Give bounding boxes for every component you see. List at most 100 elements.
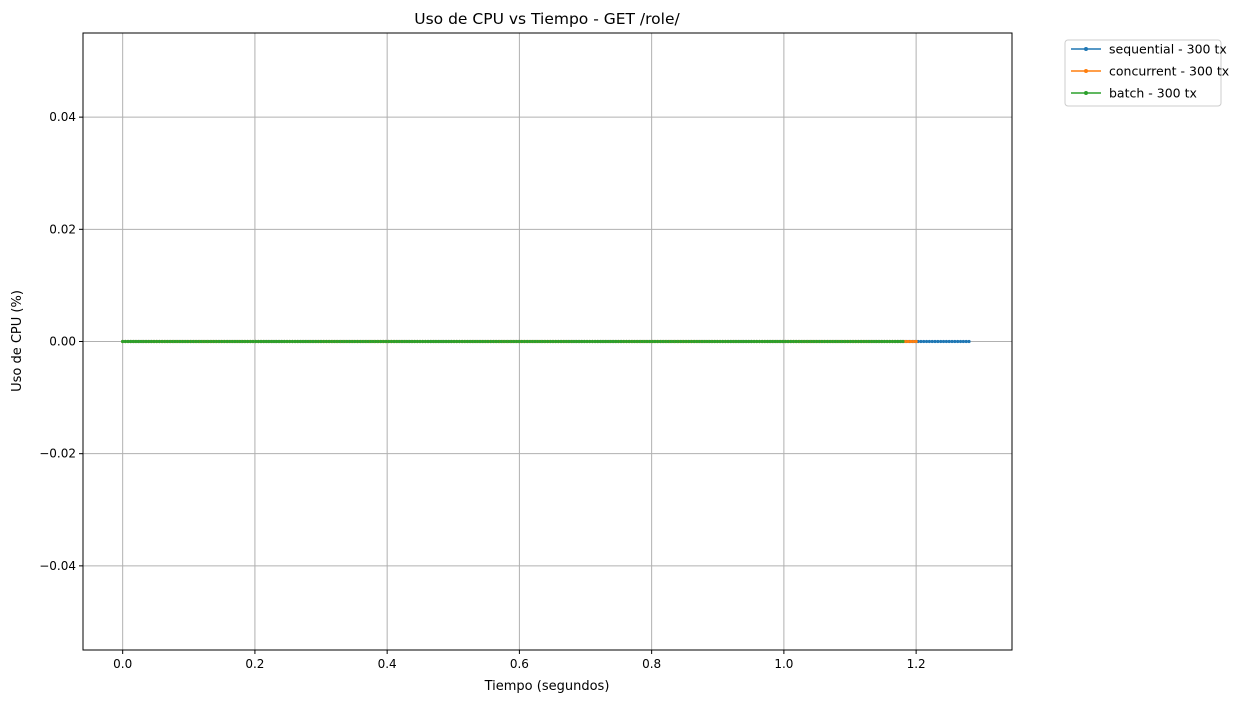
data-point <box>958 339 963 344</box>
data-point <box>648 339 652 344</box>
x-axis-label: Tiempo (segundos) <box>484 679 610 694</box>
data-point <box>400 339 404 344</box>
data-point <box>522 339 527 344</box>
data-point <box>718 339 722 344</box>
data-point <box>382 339 386 344</box>
data-point <box>812 339 816 344</box>
data-point <box>374 339 378 344</box>
data-point <box>444 339 448 344</box>
x-tick-label: 0.0 <box>113 657 132 671</box>
data-point <box>319 339 323 344</box>
data-point <box>457 339 461 344</box>
data-point <box>230 339 234 344</box>
data-point <box>736 339 741 344</box>
data-point <box>936 339 940 344</box>
data-point <box>256 339 260 344</box>
data-point <box>269 339 274 344</box>
data-point <box>194 339 198 344</box>
data-point <box>233 339 237 344</box>
data-point <box>781 339 785 344</box>
data-point <box>864 339 868 344</box>
data-point <box>624 339 628 344</box>
data-point <box>248 339 253 344</box>
data-point <box>760 339 764 344</box>
data-point <box>228 339 232 344</box>
data-point <box>327 339 331 344</box>
data-point <box>658 339 662 344</box>
data-point <box>893 339 897 344</box>
x-tick-label: 0.6 <box>510 657 529 671</box>
legend-marker <box>1084 69 1088 73</box>
data-point <box>653 339 657 344</box>
data-point <box>515 339 519 344</box>
data-point <box>883 339 887 344</box>
data-point <box>867 339 871 344</box>
data-point <box>933 339 937 344</box>
data-point <box>267 339 271 344</box>
data-point <box>650 339 654 344</box>
data-point <box>311 339 315 344</box>
data-point <box>295 339 300 344</box>
data-point <box>402 339 407 344</box>
data-point <box>742 339 746 344</box>
data-point <box>481 339 485 344</box>
data-point <box>622 339 626 344</box>
data-point <box>885 339 889 344</box>
data-point <box>329 339 334 344</box>
data-point <box>136 339 140 344</box>
data-point <box>316 339 320 344</box>
data-point <box>324 339 328 344</box>
data-point <box>807 339 811 344</box>
data-point <box>944 339 948 344</box>
data-point <box>964 339 968 344</box>
data-point <box>606 339 610 344</box>
data-point <box>436 339 441 344</box>
data-point <box>301 339 305 344</box>
data-point <box>546 339 550 344</box>
data-point <box>896 339 900 344</box>
data-point <box>838 339 842 344</box>
data-point <box>139 339 143 344</box>
data-point <box>475 339 480 344</box>
data-point <box>225 339 229 344</box>
data-point <box>695 339 699 344</box>
data-point <box>507 339 511 344</box>
y-tick-label: 0.00 <box>49 335 76 349</box>
data-point <box>188 339 193 344</box>
data-point <box>656 339 660 344</box>
data-point <box>418 339 422 344</box>
data-point <box>489 339 493 344</box>
data-point <box>415 339 420 344</box>
data-point <box>551 339 555 344</box>
data-point <box>689 339 694 344</box>
data-point <box>460 339 464 344</box>
data-point <box>486 339 490 344</box>
data-point <box>272 339 276 344</box>
x-tick-label: 1.0 <box>774 657 793 671</box>
series-layer <box>121 339 971 344</box>
series-batch <box>121 339 905 344</box>
data-point <box>123 339 127 344</box>
x-tick-label: 0.2 <box>245 657 264 671</box>
data-point <box>729 339 733 344</box>
data-point <box>204 339 208 344</box>
data-point <box>609 339 613 344</box>
data-point <box>470 339 474 344</box>
data-point <box>243 339 247 344</box>
data-point <box>556 339 561 344</box>
data-point <box>298 339 302 344</box>
data-point <box>854 339 858 344</box>
data-point <box>924 339 929 344</box>
data-point <box>789 339 793 344</box>
data-point <box>395 339 399 344</box>
data-point <box>823 339 827 344</box>
data-point <box>765 339 769 344</box>
data-point <box>473 339 477 344</box>
data-point <box>528 339 532 344</box>
data-point <box>434 339 438 344</box>
data-point <box>366 339 370 344</box>
data-point <box>713 339 717 344</box>
data-point <box>512 339 516 344</box>
data-point <box>554 339 558 344</box>
data-point <box>222 339 227 344</box>
